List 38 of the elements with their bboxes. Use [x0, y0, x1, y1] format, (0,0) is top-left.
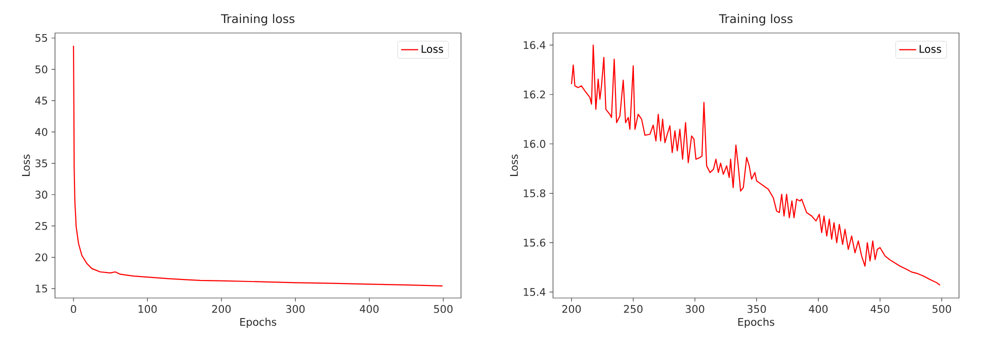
y-tick-label: 15.4 [524, 288, 546, 296]
x-tick-label: 500 [434, 305, 453, 313]
y-tick-label: 16.0 [524, 140, 546, 148]
y-tick-label: 40 [35, 128, 48, 136]
chart-title: Training loss [220, 14, 294, 26]
y-axis-title: Loss [22, 154, 30, 176]
y-tick-label: 50 [35, 65, 48, 74]
y-tick-label: 15.6 [524, 238, 546, 247]
y-tick-label: 30 [35, 190, 48, 199]
x-tick-label: 500 [932, 305, 952, 313]
y-tick-label: 25 [35, 222, 48, 230]
x-tick-label: 100 [138, 305, 157, 313]
x-tick-label: 400 [808, 305, 828, 313]
y-tick-label: 16.2 [524, 90, 545, 98]
x-tick-label: 200 [212, 305, 231, 313]
x-tick-label: 200 [562, 305, 581, 313]
y-tick-label: 45 [35, 96, 48, 105]
x-tick-label: 250 [624, 305, 642, 313]
y-tick-label: 55 [35, 34, 48, 42]
x-tick-label: 450 [870, 305, 890, 313]
chart-title: Training loss [718, 14, 792, 26]
y-tick-label: 15.8 [524, 189, 546, 198]
x-axis-title: Epochs [240, 318, 276, 328]
x-tick-label: 300 [686, 305, 704, 313]
x-tick-label: 300 [286, 305, 305, 313]
y-tick-label: 15 [36, 284, 48, 292]
x-tick-label: 350 [747, 305, 766, 313]
x-tick-label: 0 [70, 305, 76, 313]
legend-label: Loss [920, 45, 942, 53]
line-series [570, 44, 941, 286]
y-tick-label: 35 [35, 159, 48, 168]
x-tick-label: 400 [360, 305, 379, 313]
legend-label: Loss [422, 45, 444, 53]
y-tick-label: 16.4 [524, 41, 546, 50]
x-axis-title: Epochs [738, 318, 774, 328]
y-axis-title: Loss [510, 154, 518, 176]
line-series [72, 45, 444, 286]
y-tick-label: 20 [35, 253, 48, 262]
